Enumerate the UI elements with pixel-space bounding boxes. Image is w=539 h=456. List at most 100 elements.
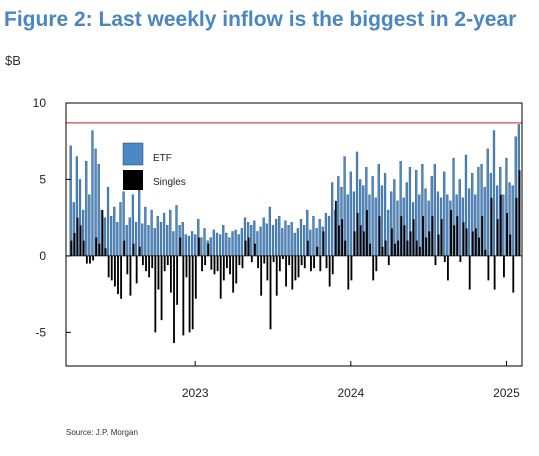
singles-bar xyxy=(390,228,393,256)
singles-bar xyxy=(244,240,247,256)
etf-bar xyxy=(483,186,486,257)
y-unit-label: $B xyxy=(5,53,21,68)
singles-bar xyxy=(297,255,300,278)
singles-bar xyxy=(79,225,82,256)
singles-bar xyxy=(493,255,496,290)
singles-bar xyxy=(341,219,344,256)
singles-bar xyxy=(120,255,123,299)
singles-bar xyxy=(257,255,259,269)
etf-bar xyxy=(324,212,328,257)
singles-bar xyxy=(381,246,384,256)
singles-bar xyxy=(447,255,449,281)
singles-bar xyxy=(126,255,129,275)
etf-bar xyxy=(225,232,228,257)
singles-bar xyxy=(117,255,119,295)
singles-bar xyxy=(82,240,85,256)
etf-bar xyxy=(234,229,237,257)
singles-bar xyxy=(160,255,163,321)
etf-bar xyxy=(200,237,203,257)
singles-bar xyxy=(322,231,325,256)
singles-bar xyxy=(331,255,334,275)
singles-bar xyxy=(204,255,207,266)
etf-bar xyxy=(175,205,178,257)
etf-bar xyxy=(110,215,113,257)
legend-etf-label: ETF xyxy=(153,153,172,164)
singles-bar xyxy=(350,255,353,281)
singles-bar xyxy=(188,255,191,333)
singles-bar xyxy=(163,255,166,272)
singles-bar xyxy=(384,240,387,256)
x-axis: 2023 2024 2025 xyxy=(182,361,520,400)
etf-bar xyxy=(222,225,225,257)
etf-bar xyxy=(250,225,253,257)
singles-bar xyxy=(138,246,141,256)
singles-bar xyxy=(129,255,132,296)
singles-bar xyxy=(145,255,147,272)
singles-bar xyxy=(425,237,428,256)
singles-bar xyxy=(148,255,151,278)
etf-bar xyxy=(433,164,436,257)
singles-bar xyxy=(415,240,418,256)
x-tick-label: 2025 xyxy=(493,386,520,400)
singles-bar xyxy=(316,246,319,256)
singles-bar xyxy=(306,240,309,256)
singles-bar xyxy=(101,210,104,256)
singles-bar xyxy=(347,255,350,290)
singles-bar xyxy=(440,219,443,256)
singles-bar xyxy=(475,228,477,256)
etf-bar xyxy=(134,222,138,257)
legend-etf-swatch xyxy=(122,142,144,166)
singles-bar xyxy=(471,231,474,256)
legend-singles-swatch xyxy=(123,170,143,190)
y-tick-label: -5 xyxy=(35,325,46,339)
singles-bar xyxy=(207,243,210,256)
etf-bar xyxy=(271,225,275,257)
singles-bar xyxy=(387,255,390,266)
singles-bar xyxy=(95,237,98,256)
singles-bar xyxy=(291,255,294,290)
singles-bar xyxy=(185,255,188,278)
singles-bar xyxy=(459,255,462,263)
singles-bar xyxy=(216,255,219,272)
y-tick-label: 10 xyxy=(33,96,47,110)
etf-bar xyxy=(166,225,169,257)
etf-bar xyxy=(172,231,175,257)
singles-bar xyxy=(154,255,157,333)
singles-bar xyxy=(325,255,328,269)
singles-bar xyxy=(294,255,297,281)
singles-bar xyxy=(169,255,172,293)
singles-bar xyxy=(450,210,452,256)
singles-bar xyxy=(210,255,213,270)
etf-bar xyxy=(156,215,159,257)
singles-bar xyxy=(353,231,356,256)
etf-bar xyxy=(113,206,116,257)
etf-bar xyxy=(312,215,315,257)
x-tick-label: 2024 xyxy=(337,386,364,400)
singles-bar xyxy=(263,255,266,264)
singles-bar xyxy=(278,255,281,272)
singles-bar xyxy=(285,255,287,287)
singles-bar xyxy=(151,255,154,269)
singles-bar xyxy=(512,255,515,293)
singles-bar xyxy=(241,255,244,269)
etf-bar xyxy=(446,194,449,257)
y-tick-label: 0 xyxy=(39,249,46,263)
singles-bar xyxy=(310,255,312,272)
singles-bar xyxy=(107,255,110,278)
singles-bar xyxy=(219,255,222,299)
etf-bar xyxy=(85,160,88,257)
singles-bar xyxy=(338,225,340,256)
singles-bar xyxy=(260,255,263,296)
singles-bar xyxy=(409,231,412,256)
singles-bar xyxy=(198,237,200,256)
y-axis: 10 5 0 -5 xyxy=(33,96,71,339)
legend-singles-label: Singles xyxy=(153,177,186,188)
singles-bar xyxy=(515,197,518,256)
etf-bar xyxy=(215,232,219,257)
etf-bar xyxy=(511,185,514,257)
singles-bar xyxy=(173,255,175,344)
x-tick-label: 2023 xyxy=(182,386,209,400)
etf-bar xyxy=(203,228,206,257)
singles-bar xyxy=(269,255,272,330)
etf-bar xyxy=(458,179,461,257)
